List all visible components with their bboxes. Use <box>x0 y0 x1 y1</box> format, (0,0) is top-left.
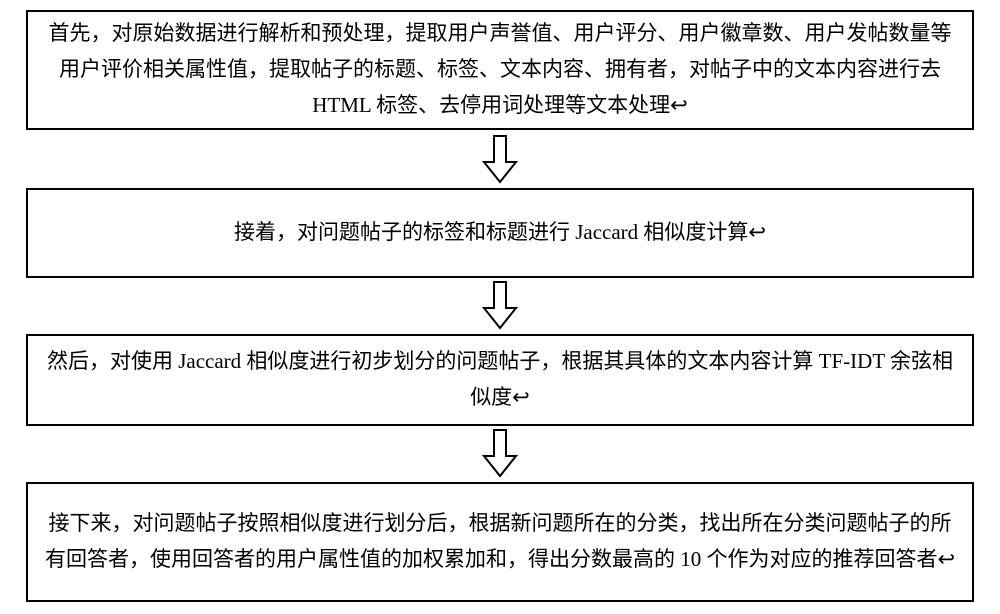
flow-step-4-text: 接下来，对问题帖子按照相似度进行划分后，根据新问题所在的分类，找出所在分类问题帖… <box>42 506 958 577</box>
flow-step-4: 接下来，对问题帖子按照相似度进行划分后，根据新问题所在的分类，找出所在分类问题帖… <box>26 482 974 602</box>
flow-step-1-text: 首先，对原始数据进行解析和预处理，提取用户声誉值、用户评分、用户徽章数、用户发帖… <box>42 16 958 123</box>
arrow-down-icon <box>480 428 520 478</box>
flow-step-2: 接着，对问题帖子的标签和标题进行 Jaccard 相似度计算↩ <box>26 188 974 278</box>
arrow-down-icon <box>480 280 520 330</box>
flowchart-canvas: 首先，对原始数据进行解析和预处理，提取用户声誉值、用户评分、用户徽章数、用户发帖… <box>0 0 1000 614</box>
arrow-down-icon <box>480 134 520 184</box>
flow-step-3: 然后，对使用 Jaccard 相似度进行初步划分的问题帖子，根据其具体的文本内容… <box>26 334 974 426</box>
flow-step-1: 首先，对原始数据进行解析和预处理，提取用户声誉值、用户评分、用户徽章数、用户发帖… <box>26 10 974 130</box>
flow-step-2-text: 接着，对问题帖子的标签和标题进行 Jaccard 相似度计算↩ <box>234 215 766 251</box>
flow-step-3-text: 然后，对使用 Jaccard 相似度进行初步划分的问题帖子，根据其具体的文本内容… <box>42 344 958 415</box>
